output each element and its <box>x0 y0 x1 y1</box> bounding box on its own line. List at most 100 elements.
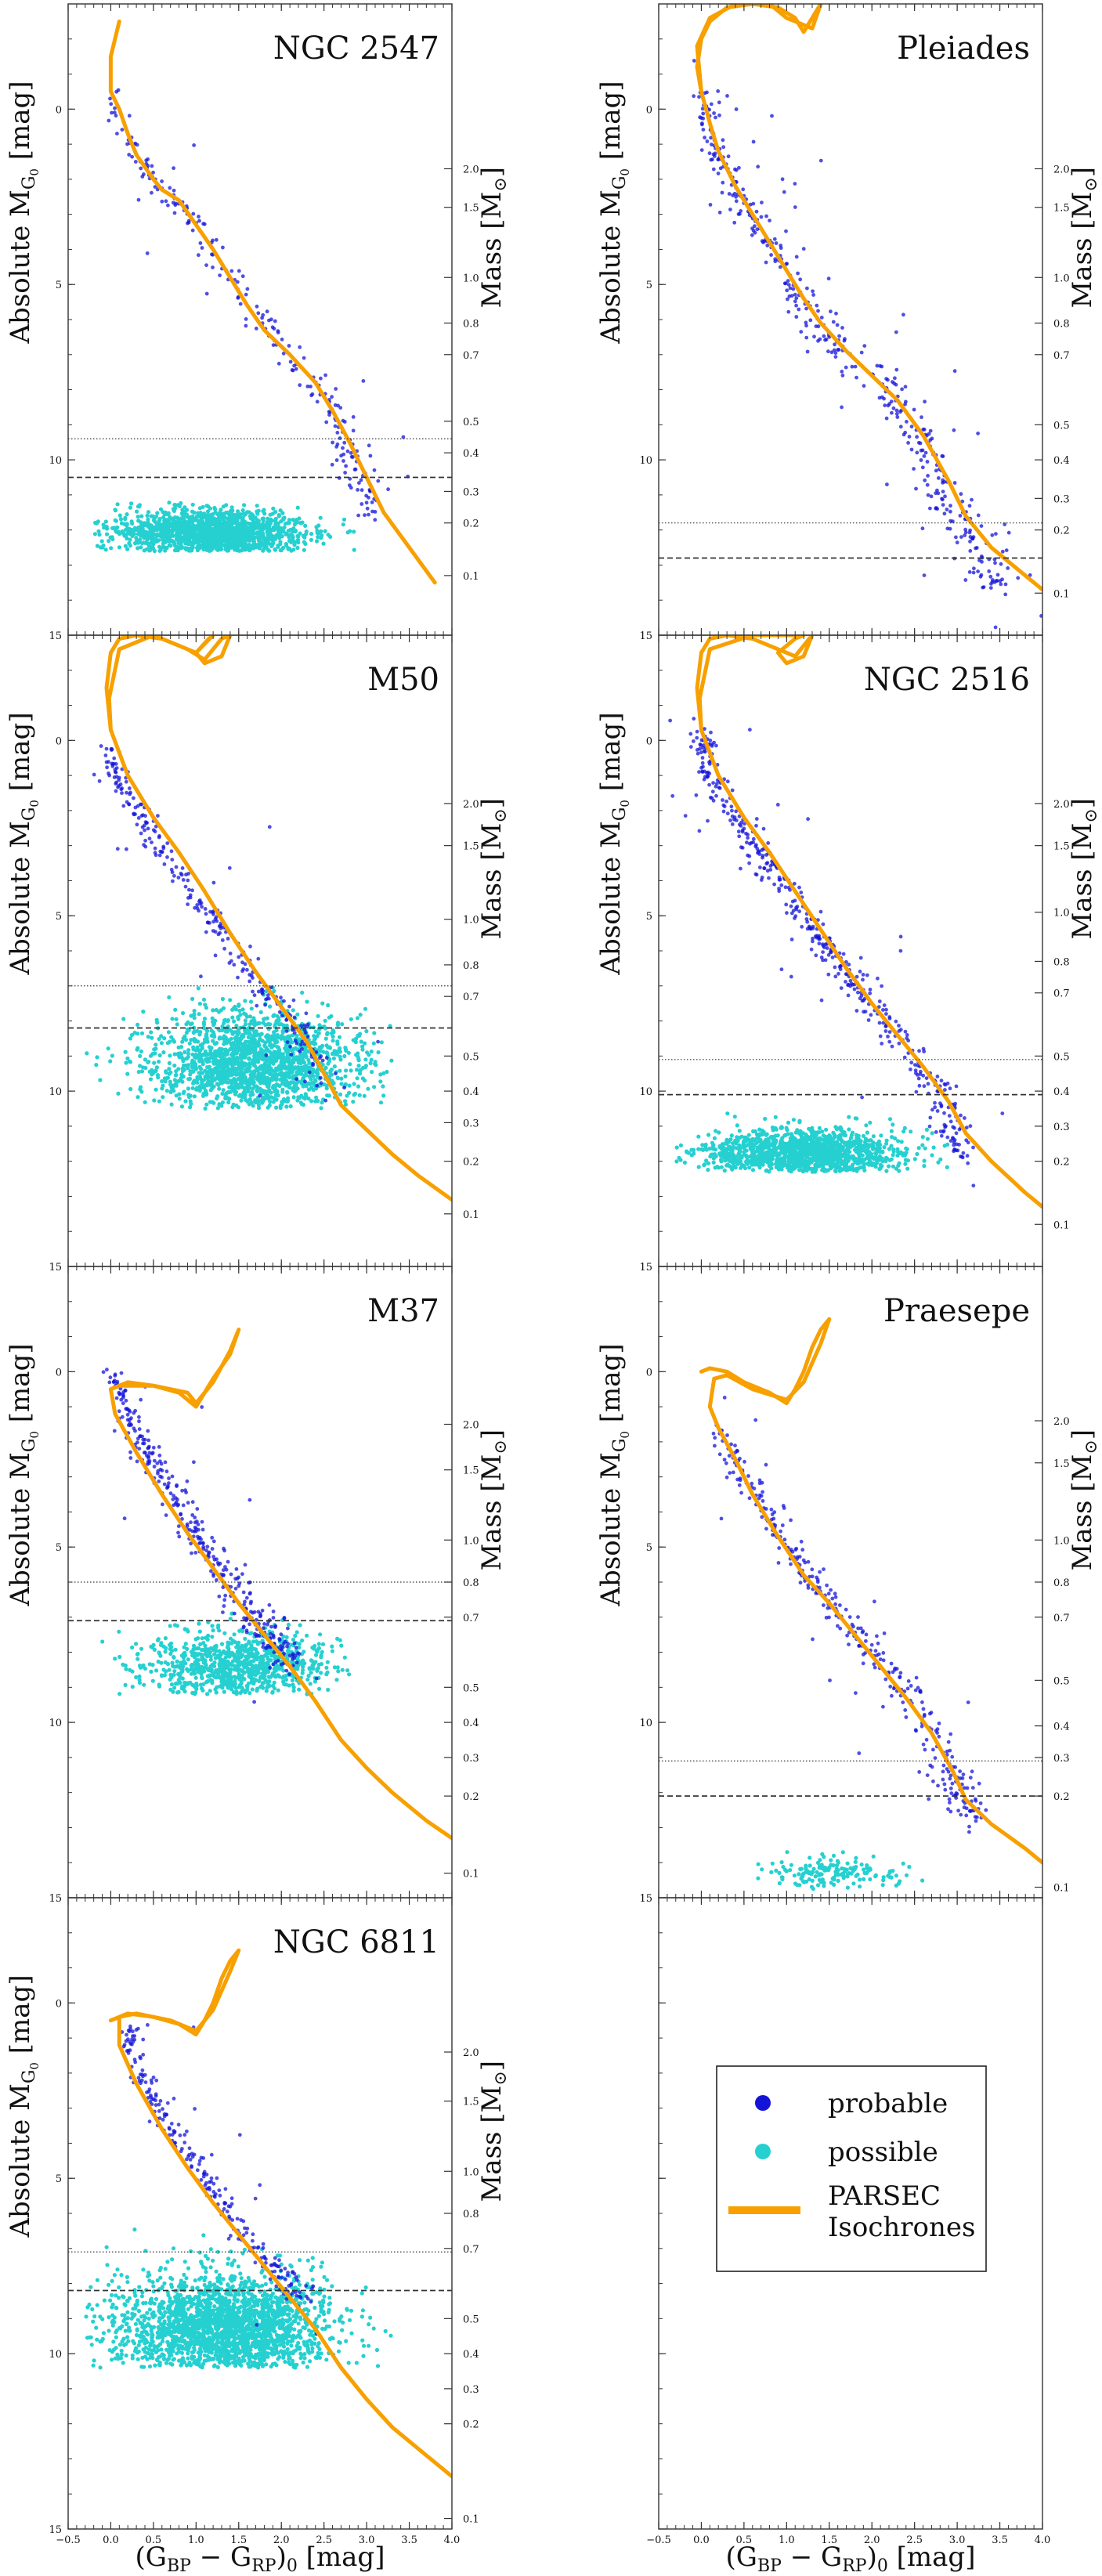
possible-point <box>188 1069 193 1074</box>
probable-point <box>862 384 866 388</box>
possible-point <box>201 1091 206 1096</box>
probable-point <box>270 325 275 330</box>
possible-point <box>139 545 143 550</box>
probable-point <box>271 343 276 347</box>
possible-point <box>859 1165 864 1169</box>
possible-point <box>316 531 321 536</box>
probable-point <box>211 919 215 924</box>
y-tick-label: 5 <box>56 911 62 923</box>
possible-point <box>349 1017 353 1021</box>
possible-point <box>280 1052 285 1057</box>
possible-point <box>295 505 300 510</box>
possible-point <box>219 547 223 552</box>
probable-point <box>235 280 240 284</box>
possible-point <box>271 1055 276 1060</box>
possible-point <box>279 547 284 553</box>
probable-point <box>768 219 771 222</box>
possible-point <box>219 535 224 540</box>
possible-point <box>125 522 129 526</box>
possible-point <box>132 1031 137 1035</box>
possible-point <box>174 1081 179 1086</box>
possible-point <box>236 509 240 514</box>
possible-point <box>212 529 217 533</box>
probable-point <box>143 828 147 833</box>
possible-point <box>155 527 160 533</box>
possible-point <box>96 519 100 524</box>
possible-point <box>333 1052 338 1057</box>
possible-point <box>188 548 193 553</box>
probable-point <box>786 297 789 302</box>
possible-point <box>195 1075 200 1079</box>
possible-point <box>271 506 276 511</box>
probable-point <box>967 530 972 535</box>
possible-point <box>336 1076 341 1081</box>
probable-point <box>793 205 797 209</box>
possible-point <box>267 1080 272 1085</box>
probable-point <box>360 488 364 493</box>
probable-point <box>717 100 721 105</box>
possible-point <box>229 1036 233 1041</box>
probable-point <box>974 546 977 551</box>
probable-point <box>818 158 823 163</box>
probable-point <box>829 309 833 314</box>
possible-point <box>362 1093 367 1098</box>
possible-point <box>167 1060 172 1065</box>
probable-point <box>793 182 797 186</box>
possible-point <box>360 1065 366 1071</box>
possible-point <box>272 988 276 993</box>
possible-point <box>309 1086 314 1090</box>
probable-members <box>107 88 410 522</box>
probable-point <box>204 291 209 296</box>
probable-point <box>236 294 240 299</box>
possible-point <box>311 1068 316 1072</box>
possible-point <box>172 548 177 553</box>
probable-point <box>840 374 845 378</box>
probable-point <box>711 167 716 172</box>
possible-point <box>285 1099 290 1104</box>
probable-point <box>166 203 170 208</box>
possible-point <box>313 1041 317 1046</box>
probable-point <box>833 355 838 359</box>
mass-tick-label: 0.7 <box>463 992 479 1003</box>
possible-point <box>167 1067 172 1071</box>
probable-point <box>886 378 890 382</box>
possible-point <box>158 507 164 511</box>
possible-point <box>103 547 108 552</box>
probable-point <box>1006 530 1011 535</box>
probable-point <box>330 395 334 399</box>
probable-point <box>161 844 166 849</box>
possible-point <box>269 528 274 533</box>
possible-point <box>294 1073 298 1078</box>
possible-point <box>95 544 99 548</box>
possible-point <box>234 1057 239 1062</box>
possible-point <box>267 1103 272 1107</box>
probable-point <box>146 826 150 831</box>
possible-point <box>160 1078 164 1084</box>
probable-point <box>912 467 916 471</box>
probable-point <box>855 375 858 380</box>
possible-point <box>154 1017 159 1022</box>
possible-point <box>152 517 157 522</box>
possible-point <box>203 533 208 537</box>
possible-point <box>187 1076 193 1081</box>
possible-point <box>125 1056 130 1061</box>
possible-point <box>385 1069 389 1075</box>
possible-point <box>322 1082 327 1087</box>
probable-point <box>287 344 291 348</box>
possible-point <box>313 1078 318 1083</box>
possible-point <box>138 1064 143 1068</box>
possible-point <box>302 547 306 552</box>
possible-point <box>217 515 222 519</box>
probable-point <box>160 179 164 183</box>
possible-point <box>266 1039 271 1043</box>
possible-point <box>233 1046 238 1051</box>
possible-point <box>181 1059 186 1064</box>
possible-point <box>201 544 205 548</box>
probable-point <box>901 313 905 317</box>
possible-point <box>241 511 246 516</box>
probable-point <box>829 350 834 355</box>
possible-point <box>174 1072 179 1078</box>
probable-point <box>376 479 381 483</box>
possible-point <box>113 508 117 512</box>
possible-point <box>247 1097 252 1102</box>
